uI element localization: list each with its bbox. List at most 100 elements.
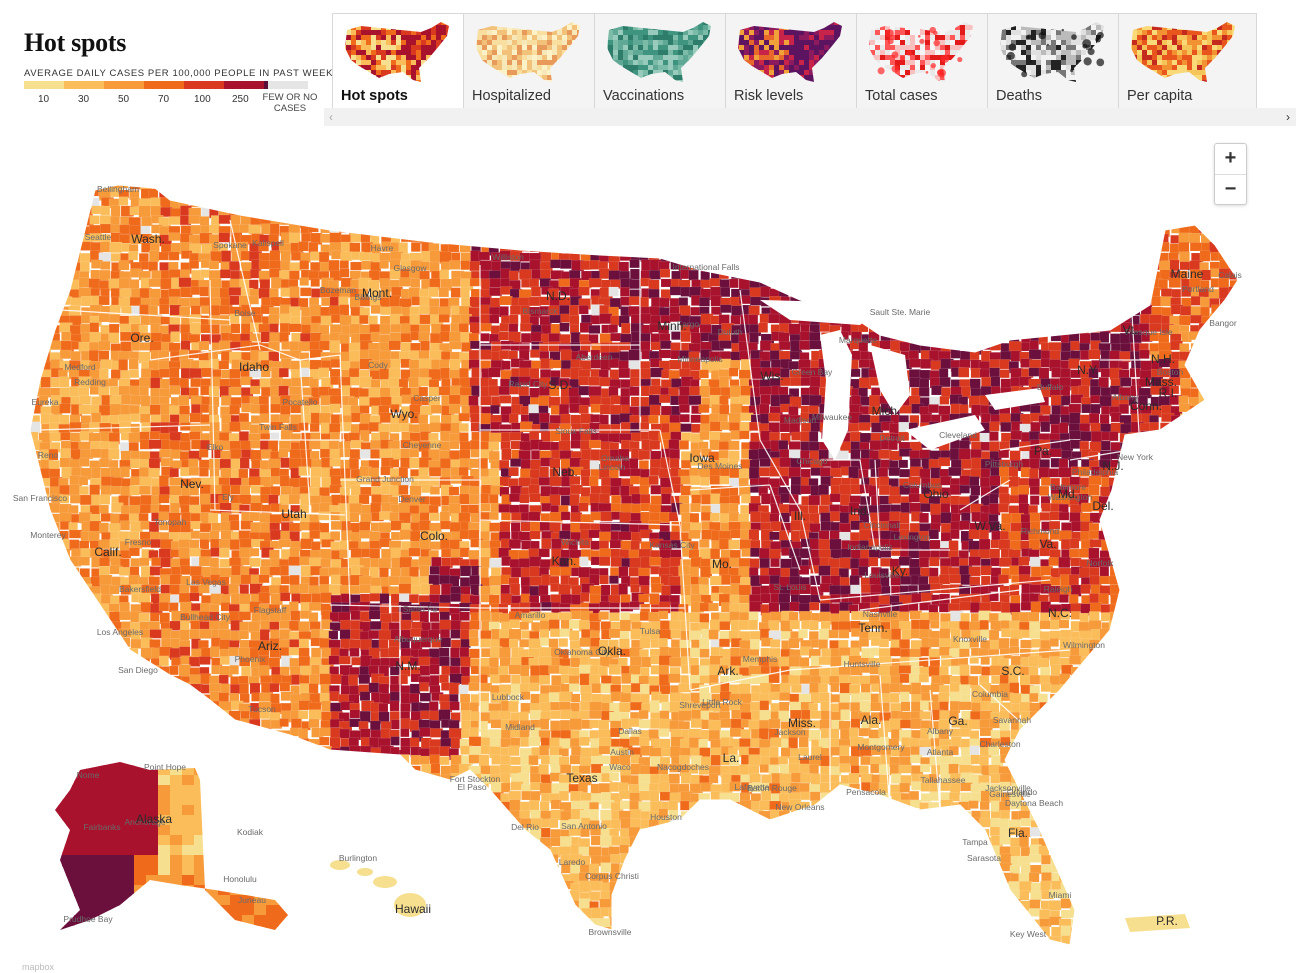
tab-per-capita[interactable]: Per capita [1119,14,1250,109]
city-label: Baton Rouge [747,783,797,793]
state-label: Minn. [657,319,686,333]
state-label: Ark. [717,664,738,678]
state-label: La. [723,751,740,765]
city-label: Kodiak [237,827,264,837]
legend-tick: 50 [118,94,130,105]
state-label: Ind. [850,504,870,518]
city-label: Boise [234,308,256,318]
city-label: Los Angeles [97,627,143,637]
map-type-tabs: Hot spots Hospitalized Vaccinations Risk le… [332,13,1257,110]
city-label: Fargo [677,319,699,329]
city-label: Pocatello [283,397,318,407]
state-label: Del. [1092,499,1113,513]
state-label: Ohio [923,487,949,501]
city-label: Glasgow [393,263,427,273]
state-label: Ky. [892,564,908,578]
city-label: Madison [784,415,816,425]
tab-label: Hot spots [341,88,408,104]
city-label: Albany [1112,392,1139,402]
tab-deaths[interactable]: Deaths [988,14,1119,109]
state-label: Conn. [1130,399,1162,413]
us-choropleth-map[interactable]: Bellingham Seattle Spokane Kalispell Havre Gl… [0,130,1304,973]
city-label: Nacogdoches [657,762,709,772]
state-label: Utah [281,507,306,521]
city-label: Anchorage [124,817,165,827]
city-label: Bozeman [320,285,356,295]
tab-risk-levels[interactable]: Risk levels [726,14,857,109]
tab-thumbnail-map [476,22,580,82]
city-label: San Francisco [13,493,68,503]
state-label: Wyo. [390,407,417,421]
state-label: Okla. [598,644,626,658]
page-title: Hot spots [24,28,127,57]
tab-hospitalized[interactable]: Hospitalized [464,14,595,109]
city-label: Denver [398,494,426,504]
tab-hot-spots[interactable]: Hot spots [333,14,464,109]
city-label: El Paso [457,782,487,792]
city-label: Seattle [85,232,112,242]
city-label: Sarasota [967,853,1001,863]
city-label: Tulsa [640,626,661,636]
state-label: Iowa [689,451,715,465]
city-label: Brownsville [589,927,632,937]
city-label: Buffalo [1037,382,1064,392]
legend-tick: 70 [158,94,170,105]
city-label: Midland [505,722,535,732]
state-label: N.D. [546,289,570,303]
state-label: Ore. [130,331,153,345]
city-label: Rapid City [508,379,548,389]
scroll-left-icon[interactable]: ‹ [329,110,333,124]
puerto-rico-inset[interactable] [1125,914,1190,932]
city-label: Del Rio [511,822,539,832]
city-label: Casper [413,393,441,403]
city-label: Atlanta [927,747,954,757]
city-label: San Diego [118,665,158,675]
city-label: Sioux Falls [555,426,597,436]
great-lake [905,415,985,450]
state-label: N.C. [1048,606,1072,620]
city-label: Albany [927,726,954,736]
legend-no-cases-label: FEW OR NO CASES [262,92,318,114]
state-label: Fla. [1008,826,1028,840]
city-label: Houston [650,812,682,822]
tabs-scrollbar[interactable]: ‹ › [324,108,1296,126]
city-label: Kalispell [252,238,284,248]
great-lake [985,388,1045,410]
city-label: Billings [355,292,382,302]
city-label: Tucson [248,704,276,714]
state-label: Neb. [552,465,577,479]
city-label: Gainesville [989,789,1031,799]
city-label: Orlando [1007,787,1038,797]
tab-vaccinations[interactable]: Vaccinations [595,14,726,109]
zoom-out-button[interactable]: − [1224,178,1237,200]
hawaii-inset[interactable] [330,860,426,917]
tab-thumbnail-map [607,22,711,82]
tab-total-cases[interactable]: Total cases [857,14,988,109]
city-label: Pensacola [846,787,886,797]
city-label: Detroit [879,433,905,443]
city-label: Kansas City [649,540,695,550]
legend-no-cases-swatch [268,81,308,89]
city-label: Baltimore [1050,482,1086,492]
city-label: Laurel [798,752,822,762]
city-label: Bangor [1209,318,1237,328]
city-label: Tampa [962,837,988,847]
city-label: Pittsburgh [985,459,1024,469]
alaska-inset[interactable] [50,755,303,936]
great-lake [870,345,910,415]
tab-label: Per capita [1127,88,1193,104]
legend-swatch [64,81,104,89]
city-label: Tonopah [154,517,187,527]
city-label: Havre [371,243,394,253]
city-label: Burlington [339,853,378,863]
city-label: Phoenix [235,654,266,664]
tab-label: Total cases [865,88,938,104]
city-label: Wilmington [1063,640,1105,650]
city-label: Columbus [903,480,941,490]
city-label: Lubbock [492,692,525,702]
scroll-right-icon[interactable]: › [1286,110,1290,124]
zoom-in-button[interactable]: + [1215,144,1246,175]
state-label: S.D. [548,378,571,392]
city-label: Philadelphia [1072,467,1119,477]
city-label: Twin Falls [259,422,297,432]
